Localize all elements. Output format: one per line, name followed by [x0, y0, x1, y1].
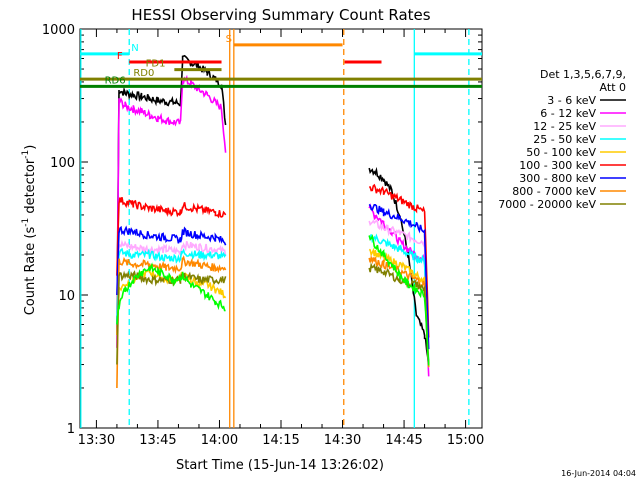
flag-label-n: N — [131, 43, 138, 54]
x-axis-label: Start Time (15-Jun-14 13:26:02) — [176, 458, 384, 473]
y-tick-label: 1000 — [42, 23, 75, 38]
legend-label-12-25-kev: 12 - 25 keV — [533, 120, 596, 133]
y-tick-label: 100 — [50, 156, 75, 171]
legend-header-attenuator: Att 0 — [600, 81, 626, 94]
legend-label-50-100-kev: 50 - 100 keV — [526, 146, 596, 159]
series-3-6-kev-line — [368, 166, 430, 366]
chart-title: HESSI Observing Summary Count Rates — [131, 6, 430, 24]
legend-label-300-800-kev: 300 - 800 keV — [519, 172, 596, 185]
x-tick-label: 13:30 — [78, 433, 115, 448]
series-800-7000-kev-line — [116, 255, 227, 389]
flag-label-fd1: FD1 — [146, 59, 166, 70]
series-100-300-kev-line — [116, 197, 227, 276]
series-6-12-kev-line — [116, 74, 227, 348]
legend-label-7000-20000-kev: 7000 - 20000 keV — [498, 198, 596, 211]
series-extra-line — [116, 262, 226, 325]
x-tick-label: 14:30 — [324, 433, 361, 448]
legend-header-detectors: Det 1,3,5,6,7,9, — [540, 68, 626, 81]
series-7000-20000-kev-line — [116, 270, 227, 365]
x-tick-label: 13:45 — [139, 433, 176, 448]
y-axis-label: Count Rate (s-1 detector-1) — [21, 145, 38, 316]
y-tick-label: 10 — [58, 289, 75, 304]
plot-content — [80, 29, 470, 428]
series-extra-line — [368, 234, 430, 366]
series-100-300-kev-line — [369, 183, 430, 338]
series-300-800-kev-line — [368, 203, 430, 350]
x-tick-label: 14:00 — [201, 433, 238, 448]
series-25-50-kev-line — [368, 233, 430, 365]
flag-label-rd6: RD6 — [105, 75, 126, 86]
series-25-50-kev-line — [116, 247, 227, 325]
legend-label-800-7000-kev: 800 - 7000 keV — [512, 185, 596, 198]
legend-label-6-12-kev: 6 - 12 keV — [540, 107, 596, 120]
series-300-800-kev-line — [116, 225, 227, 296]
plot-area: 13:30 13:45 14:00 14:15 14:30 14:45 15:00 1 10 10… — [42, 23, 484, 448]
series-3-6-kev-line — [116, 54, 227, 336]
series-50-100-kev-line — [368, 247, 430, 368]
flag-label-s: S — [226, 34, 232, 45]
legend-label-100-300-kev: 100 - 300 keV — [519, 159, 596, 172]
y-tick-label: 1 — [67, 422, 75, 437]
generated-timestamp: 16-Jun-2014 04:04 — [561, 469, 636, 478]
x-tick-label: 15:00 — [447, 433, 484, 448]
x-tick-label: 14:45 — [385, 433, 422, 448]
series-12-25-kev-line — [116, 239, 227, 316]
series-12-25-kev-line — [368, 219, 430, 364]
legend-label-25-50-kev: 25 - 50 keV — [533, 133, 596, 146]
flag-label-f: F — [117, 51, 123, 62]
x-tick-label: 14:15 — [262, 433, 299, 448]
flag-label-rd0: RD0 — [133, 68, 154, 79]
legend-label-3-6-kev: 3 - 6 keV — [547, 94, 596, 107]
